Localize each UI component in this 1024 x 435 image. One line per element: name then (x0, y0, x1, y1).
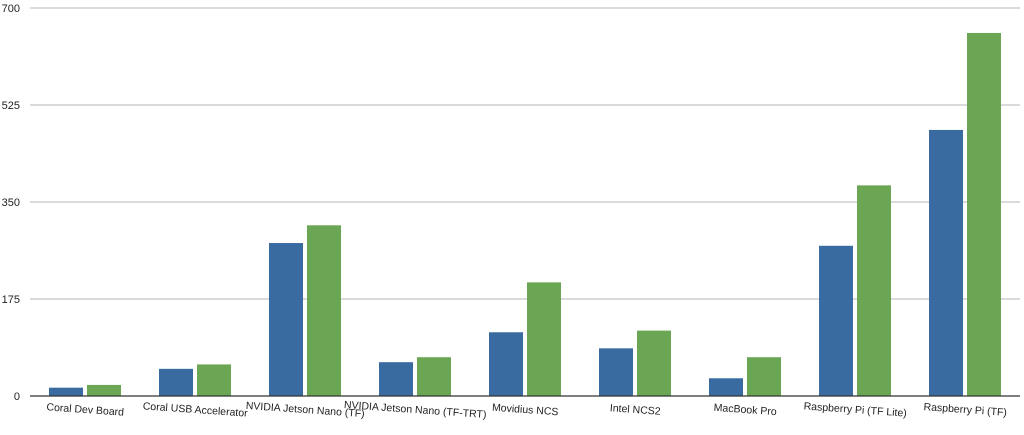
x-tick-label: NVIDIA Jetson Nano (TF-TRT) (344, 399, 487, 421)
y-tick-label: 175 (2, 294, 20, 306)
bar-series-1 (269, 243, 303, 396)
bar-series-2 (197, 364, 231, 396)
x-tick-label: Movidius NCS (492, 402, 559, 419)
bar-series-1 (379, 362, 413, 396)
y-tick-label: 700 (2, 3, 20, 15)
bar-series-1 (709, 378, 743, 396)
x-tick-label: Raspberry Pi (TF Lite) (803, 400, 907, 419)
bar-series-1 (489, 332, 523, 396)
bar-series-2 (417, 357, 451, 396)
bar-series-2 (747, 357, 781, 396)
x-tick-label: Raspberry Pi (TF) (923, 401, 1007, 419)
x-tick-label: Coral USB Accelerator (142, 400, 248, 419)
bar-series-2 (527, 282, 561, 396)
bar-series-2 (637, 330, 671, 396)
bar-series-1 (49, 387, 83, 396)
bar-series-2 (857, 185, 891, 396)
y-tick-label: 0 (14, 391, 20, 403)
bar-series-1 (819, 245, 853, 396)
y-tick-label: 350 (2, 197, 20, 209)
bar-series-1 (599, 348, 633, 396)
bar-series-2 (967, 32, 1001, 396)
x-tick-label: Intel NCS2 (609, 402, 661, 418)
x-tick-label: MacBook Pro (713, 402, 777, 418)
bar-series-1 (929, 129, 963, 396)
bar-series-1 (159, 368, 193, 396)
bar-series-2 (87, 384, 121, 396)
y-tick-labels: 0 175 350 525 700 (2, 3, 20, 403)
gridlines (30, 7, 1020, 300)
x-tick-labels: Coral Dev Board Coral USB Accelerator NVID… (46, 399, 1007, 421)
x-tick-label: Coral Dev Board (46, 401, 124, 418)
bars (49, 32, 1001, 396)
y-tick-label: 525 (2, 100, 20, 112)
bar-series-2 (307, 225, 341, 396)
